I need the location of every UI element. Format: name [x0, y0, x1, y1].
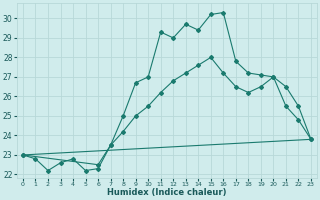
X-axis label: Humidex (Indice chaleur): Humidex (Indice chaleur)	[107, 188, 227, 197]
